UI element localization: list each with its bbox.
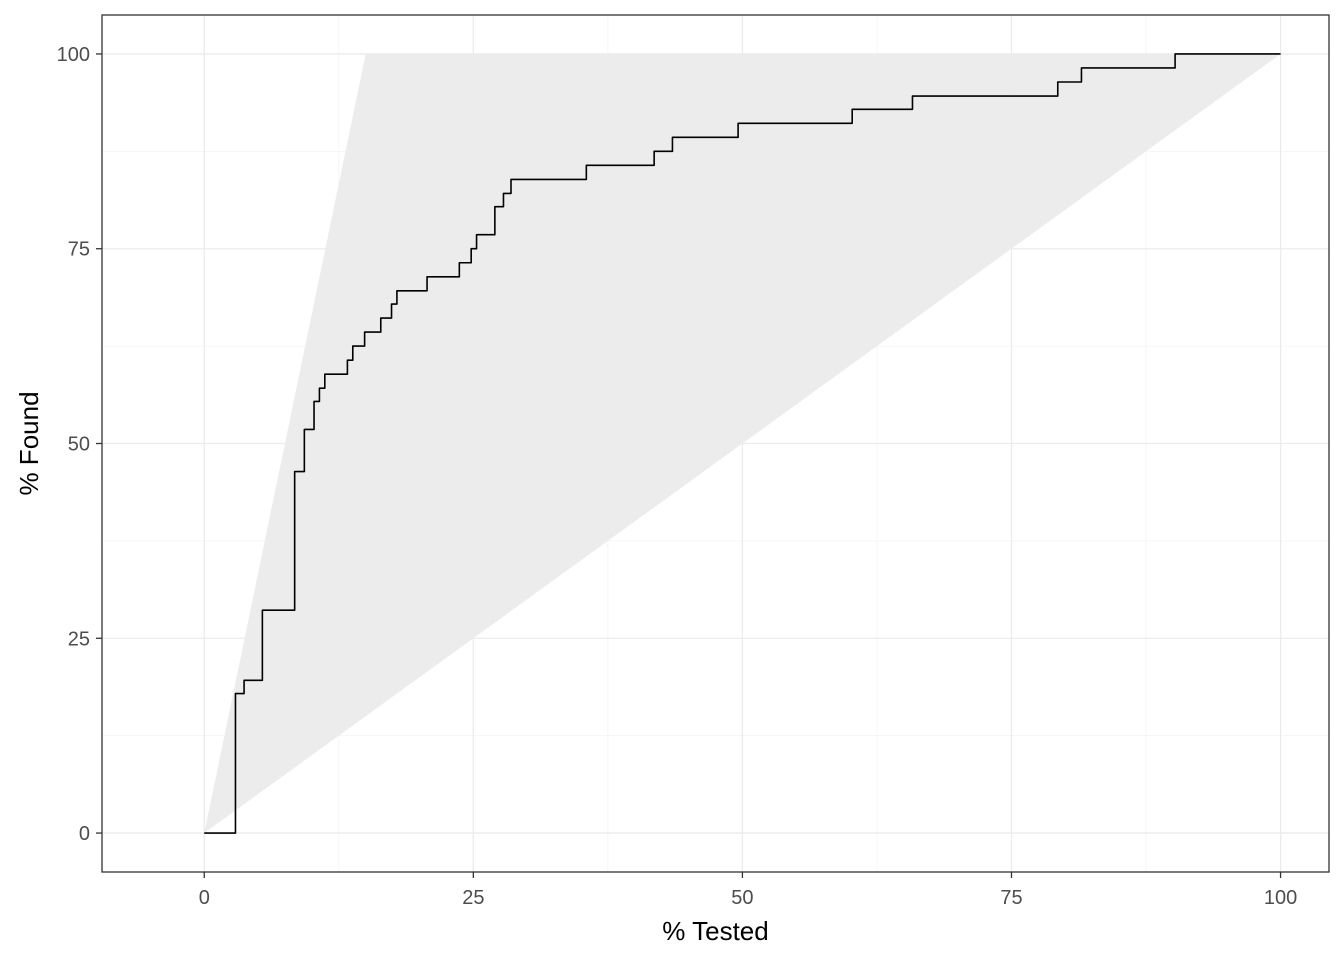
- y-tick-label: 25: [68, 628, 90, 650]
- x-tick-label: 100: [1264, 887, 1297, 909]
- x-axis: 0 25 50 75 100: [199, 872, 1297, 909]
- x-tick-label: 50: [731, 887, 753, 909]
- x-axis-title: % Tested: [662, 916, 768, 946]
- y-tick-label: 75: [68, 239, 90, 261]
- x-tick-label: 0: [199, 887, 210, 909]
- y-axis: 0 25 50 75 100: [57, 44, 102, 845]
- series-line-0: [204, 53, 1281, 834]
- x-tick-label: 25: [462, 887, 484, 909]
- y-axis-title: % Found: [14, 391, 44, 495]
- y-tick-label: 0: [79, 823, 90, 845]
- y-tick-label: 100: [57, 44, 90, 66]
- series-line: [204, 53, 1281, 834]
- x-tick-label: 75: [1000, 887, 1022, 909]
- y-tick-label: 50: [68, 434, 90, 456]
